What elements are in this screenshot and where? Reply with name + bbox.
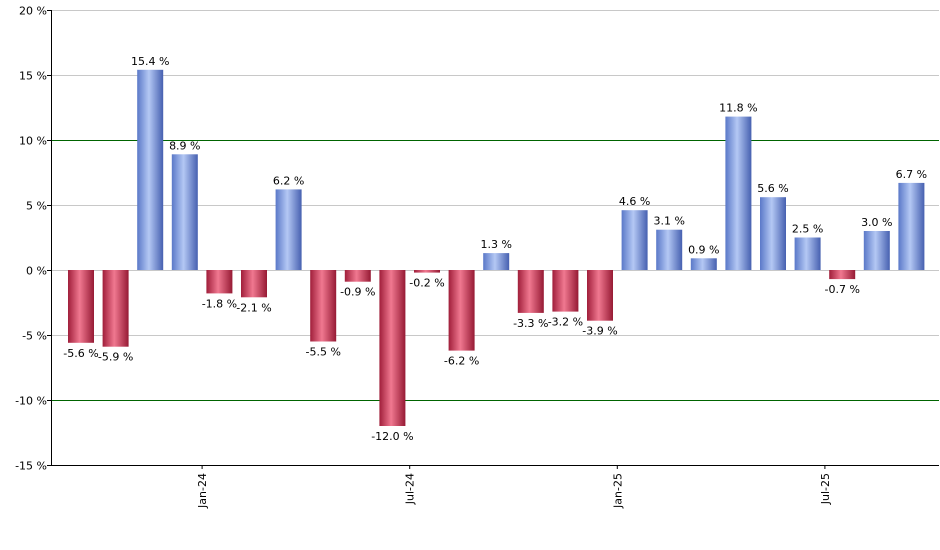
data-label: -3.9 % [582,325,617,338]
data-label: -3.3 % [513,317,548,330]
data-label: 15.4 % [131,55,169,68]
bar [621,210,648,270]
bar [206,270,233,294]
y-tick-label: -15 % [15,460,47,473]
data-label: 8.9 % [169,139,200,152]
bar [379,270,406,426]
bar [275,189,302,270]
data-label: 4.6 % [619,195,650,208]
bar [656,229,683,270]
bar [794,237,821,270]
bar [725,116,752,270]
data-label: 11.8 % [719,102,757,115]
bar [863,231,890,270]
bar [587,270,613,321]
bar [898,182,925,270]
axes: 20 % 15 % 10 % 5 % 0 % -5 % -10 % -15 % Jan-24 Ju… [15,5,939,509]
y-tick-label: 10 % [19,135,47,148]
y-tick-label: 5 % [26,200,47,213]
bar [171,154,198,270]
bar [829,270,856,280]
data-label: -0.9 % [340,286,375,299]
data-label: -1.8 % [202,297,237,310]
y-tick-label: 0 % [26,265,47,278]
bar [310,270,337,342]
bar [517,270,544,313]
x-tick-label: Jul-24 [404,473,417,505]
x-tick-label: Jan-25 [611,473,624,509]
data-label: 6.2 % [273,174,304,187]
data-label: -2.1 % [236,301,271,314]
bar [68,270,94,343]
data-label: 5.6 % [757,182,788,195]
data-label: 3.1 % [653,215,684,228]
data-label: -3.2 % [548,316,583,329]
data-labels: -5.6 % -5.9 % 15.4 % 8.9 % -1.8 % -2.1 % 6.2 %… [63,55,927,443]
bar [690,258,717,270]
y-tick-label: -10 % [15,395,47,408]
y-tick-label: 15 % [19,70,47,83]
data-label: -6.2 % [444,355,479,368]
data-label: 3.0 % [861,216,892,229]
bar [102,270,129,347]
data-label: 2.5 % [792,223,823,236]
data-label: -0.7 % [824,283,859,296]
bar [448,270,475,351]
data-label: -5.9 % [98,351,133,364]
bar [137,69,164,270]
data-label: -5.6 % [63,347,98,360]
bar [414,270,440,273]
bar [552,270,579,312]
data-label: 6.7 % [896,168,927,181]
bars [68,69,925,426]
bar [483,253,510,270]
data-label: -0.2 % [409,277,444,290]
data-label: -12.0 % [371,430,413,443]
bar [241,270,267,298]
data-label: -5.5 % [305,346,340,359]
y-tick-label: -5 % [22,330,47,343]
x-tick-label: Jan-24 [196,473,209,509]
bar [760,197,786,270]
data-label: 0.9 % [688,243,719,256]
bar [344,270,371,282]
x-tick-label: Jul-25 [819,473,832,505]
data-label: 1.3 % [480,238,511,251]
y-tick-label: 20 % [19,5,47,18]
gridlines [51,10,939,466]
